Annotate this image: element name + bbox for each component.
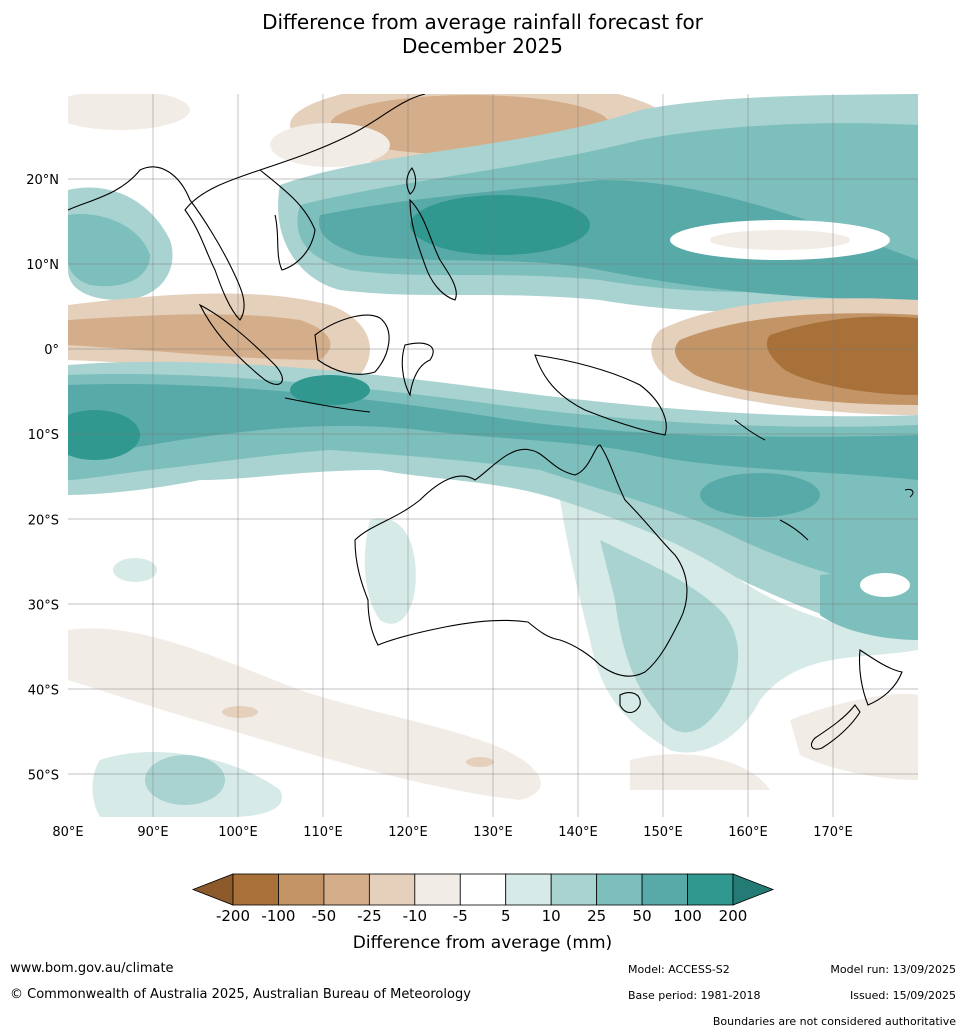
new-guinea-coast bbox=[534, 354, 667, 436]
colorbar-swatch bbox=[414, 873, 461, 906]
latitude-labels: 20°N 10°N 0° 10°S 20°S 30°S 40°S 50°S bbox=[26, 173, 59, 783]
colorbar bbox=[191, 873, 775, 906]
colorbar-extend-low bbox=[191, 873, 234, 906]
colorbar-swatch bbox=[641, 873, 688, 906]
dry-anomaly-equator bbox=[68, 293, 918, 415]
colorbar-tick-label: -10 bbox=[402, 907, 428, 925]
colorbar-swatch bbox=[323, 873, 370, 906]
colorbar-tick-label: 200 bbox=[718, 907, 748, 925]
latitude-label: 50°S bbox=[28, 768, 59, 783]
longitude-label: 140°E bbox=[558, 825, 598, 840]
longitude-label: 160°E bbox=[728, 825, 768, 840]
latitude-label: 20°S bbox=[28, 513, 59, 528]
wet-anomaly-australia-east bbox=[364, 500, 918, 753]
coastlines bbox=[68, 94, 903, 750]
sumatra-coast bbox=[198, 303, 283, 385]
colorbar-swatch bbox=[368, 873, 416, 906]
colorbar-tick-label: 50 bbox=[632, 907, 652, 925]
title-line-1: Difference from average rainfall forecas… bbox=[262, 10, 703, 34]
islands bbox=[734, 419, 914, 541]
colorbar-tick-label: 5 bbox=[500, 907, 511, 925]
southern-ocean-anomalies bbox=[68, 558, 918, 817]
longitude-label: 90°E bbox=[137, 825, 168, 840]
boundary-disclaimer: Boundaries are not considered authoritat… bbox=[712, 1015, 956, 1028]
latitude-label: 0° bbox=[44, 343, 59, 358]
longitude-label: 130°E bbox=[473, 825, 513, 840]
colorbar-swatch bbox=[550, 873, 598, 906]
australia-coast bbox=[354, 444, 688, 677]
tasmania-coast bbox=[619, 692, 641, 714]
longitude-label: 100°E bbox=[218, 825, 258, 840]
colorbar-swatch bbox=[278, 873, 325, 906]
wet-anomaly-west bbox=[68, 187, 173, 300]
colorbar-title: Difference from average (mm) bbox=[352, 933, 613, 953]
longitude-label: 120°E bbox=[388, 825, 428, 840]
graticule bbox=[68, 94, 918, 817]
taiwan-coast bbox=[406, 167, 417, 195]
issued-date: Issued: 15/09/2025 bbox=[849, 989, 956, 1002]
longitude-label: 110°E bbox=[303, 825, 343, 840]
asia-coast bbox=[68, 94, 426, 321]
dry-anomaly-north bbox=[68, 94, 670, 170]
colorbar-swatch bbox=[459, 873, 507, 906]
colorbar-swatch bbox=[596, 873, 643, 906]
colorbar-swatch bbox=[505, 873, 552, 906]
latitude-label: 10°N bbox=[26, 258, 59, 273]
new-zealand-south-coast bbox=[810, 704, 861, 750]
colorbar-tick-label: -25 bbox=[357, 907, 382, 925]
map-field bbox=[68, 94, 918, 817]
java-coast bbox=[284, 397, 371, 413]
colorbar-tick-label: -5 bbox=[452, 907, 468, 925]
colorbar-tick-label: -50 bbox=[311, 907, 337, 925]
longitude-label: 170°E bbox=[813, 825, 853, 840]
latitude-label: 20°N bbox=[26, 173, 59, 188]
indochina-coast bbox=[259, 169, 316, 271]
longitude-label: 150°E bbox=[643, 825, 683, 840]
chart-title: Difference from average rainfall forecas… bbox=[0, 10, 965, 58]
colorbar-tick-label: 25 bbox=[587, 907, 607, 925]
borneo-coast bbox=[314, 314, 390, 375]
colorbar-swatch bbox=[687, 873, 734, 906]
longitude-labels: 80°E 90°E 100°E 110°E 120°E 130°E 140°E 150°E 16… bbox=[52, 825, 852, 840]
model-name: Model: ACCESS-S2 bbox=[628, 963, 730, 976]
latitude-label: 40°S bbox=[28, 683, 59, 698]
colorbar-swatch bbox=[232, 873, 279, 906]
longitude-label: 80°E bbox=[52, 825, 83, 840]
colorbar-extend-high bbox=[732, 873, 775, 906]
colorbar-tick-label: -100 bbox=[261, 907, 296, 925]
bom-url[interactable]: www.bom.gov.au/climate bbox=[10, 961, 174, 976]
philippines-coast bbox=[409, 198, 457, 301]
title-line-2: December 2025 bbox=[402, 34, 563, 58]
colorbar-tick-label: -200 bbox=[215, 907, 251, 925]
colorbar-tick-label: 10 bbox=[541, 907, 561, 925]
latitude-label: 30°S bbox=[28, 598, 59, 613]
colorbar-tick-label: 100 bbox=[673, 907, 702, 925]
model-run-date: Model run: 13/09/2025 bbox=[830, 963, 956, 976]
sulawesi-coast bbox=[401, 342, 434, 397]
latitude-label: 10°S bbox=[28, 428, 59, 443]
base-period: Base period: 1981-2018 bbox=[628, 989, 761, 1002]
copyright-notice: © Commonwealth of Australia 2025, Austra… bbox=[10, 987, 471, 1002]
new-zealand-north-coast bbox=[858, 649, 903, 706]
